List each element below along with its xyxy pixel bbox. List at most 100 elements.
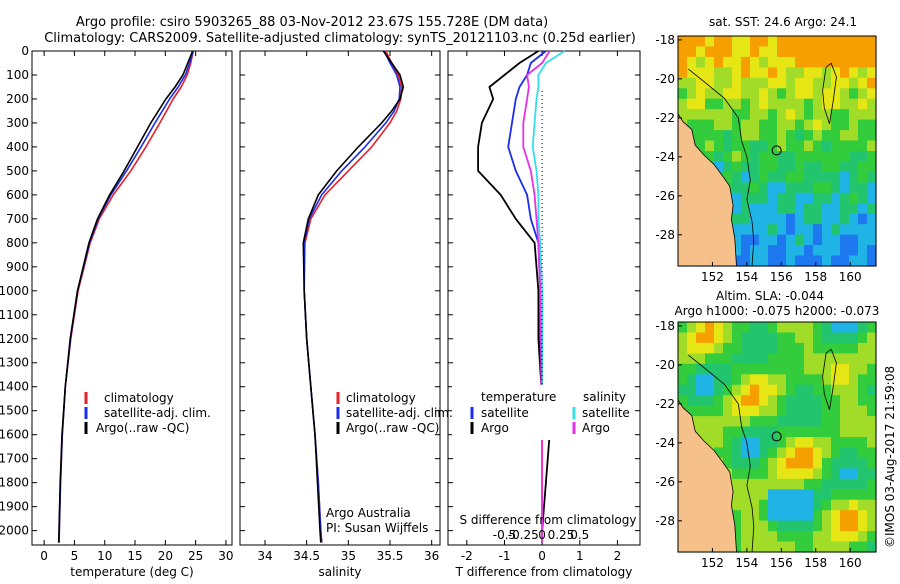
legend-salinity-title: salinity [583,390,626,404]
map-cell [813,77,823,89]
map-cell [822,234,832,246]
map-cell [831,489,841,501]
lat-label: -22 [655,397,675,411]
map-cell [813,374,823,386]
lon-label: 154 [735,270,758,284]
map-cell [768,140,778,152]
x-tick-label: 2 [614,549,622,563]
map-cell [786,234,796,246]
map-cell [750,363,760,375]
map-cell [822,468,832,480]
map-cell [768,77,778,89]
map-cell [795,499,805,511]
map-cell [804,416,814,428]
map-cell [696,98,706,110]
map-cell [858,541,868,553]
map-cell [714,36,724,48]
map-cell [822,151,832,163]
map-cell [705,342,715,354]
map-cell [759,151,769,163]
map-cell [741,531,751,543]
map-cell [687,77,697,89]
map-cell [831,510,841,522]
map-cell [858,531,868,543]
map-cell [714,119,724,131]
map-cell [867,457,877,469]
map-cell [741,384,751,396]
y-tick-label: 600 [6,188,29,202]
map-cell [750,374,760,386]
map-cell [750,520,760,532]
map-cell [759,457,769,469]
map-cell [858,363,868,375]
map-cell [705,119,715,131]
map-cell [804,130,814,142]
map-cell [732,171,742,183]
map-cell [840,531,850,543]
map-cell [723,322,733,334]
map-cell [786,56,796,68]
map-cell [813,520,823,532]
map-cell [714,416,724,428]
map-cell [813,36,823,48]
map-cell [822,510,832,522]
map-cell [813,416,823,428]
map-cell [786,437,796,449]
map-cell [732,234,742,246]
map-cell [714,67,724,79]
map-cell [849,405,859,417]
map-cell [786,36,796,48]
map-cell [804,437,814,449]
legend-climatology: climatology [104,391,174,405]
map-cell [822,67,832,79]
map-cell [777,541,787,553]
map-cell [813,426,823,438]
map-cell [822,426,832,438]
map-cell [786,342,796,354]
map-cell [858,478,868,490]
map-cell [741,67,751,79]
map-cell [777,322,787,334]
map-cell [732,437,742,449]
map-cell [732,322,742,334]
map-cell [696,36,706,48]
map-cell [678,374,688,386]
map-cell [741,322,751,334]
map-cell [831,457,841,469]
x-tick-label: -2 [461,549,473,563]
map-cell [822,119,832,131]
map-cell [858,109,868,121]
map-cell [813,46,823,58]
lon-label: 158 [804,556,827,570]
map-cell [822,363,832,375]
map-cell [804,332,814,344]
legend-t-satellite: satellite [481,406,529,420]
lat-label: -28 [655,514,675,528]
map-cell [786,255,796,267]
map-cell [822,182,832,194]
map-cell [777,171,787,183]
series-argo-raw-qc- [302,50,405,543]
map-cell [687,109,697,121]
map-cell [786,416,796,428]
map-cell [786,109,796,121]
map-cell [831,255,841,267]
map-cell [804,224,814,236]
map-cell [822,489,832,501]
map-cell [795,447,805,459]
map-cell [813,447,823,459]
map-cell [804,182,814,194]
map-cell [777,36,787,48]
lat-label: -18 [655,319,675,333]
map-cell [804,499,814,511]
map-cell [759,416,769,428]
map-cell [867,426,877,438]
legend-temperature-title: temperature [481,390,556,404]
map-cell [813,499,823,511]
map-cell [786,405,796,417]
map-cell [822,203,832,215]
map-cell [750,88,760,100]
map-cell [804,109,814,121]
map-cell [696,46,706,58]
map-cell [867,416,877,428]
